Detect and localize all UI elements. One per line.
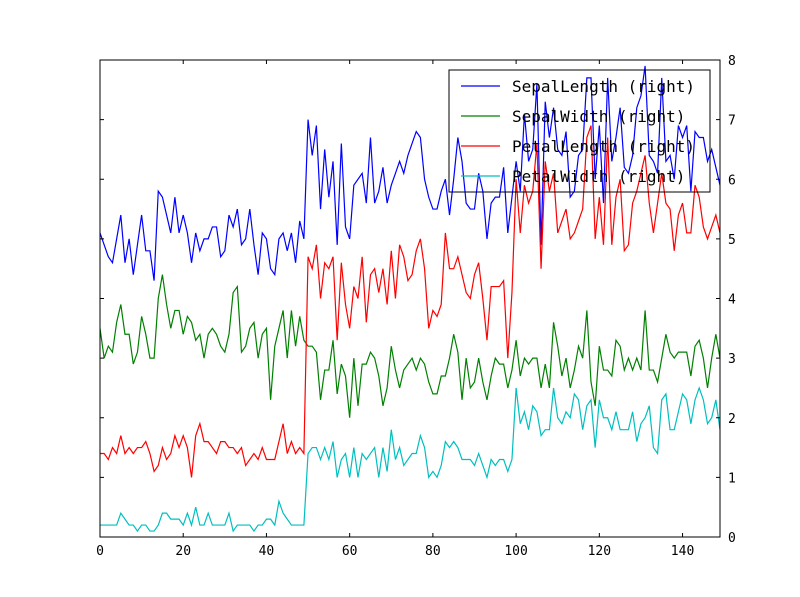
y-tick-label: 2	[728, 412, 736, 427]
legend-box	[448, 69, 711, 193]
y-tick-label: 0	[728, 531, 736, 546]
x-tick-label: 100	[504, 544, 527, 559]
x-tick-label: 60	[342, 544, 358, 559]
series-line-3	[100, 386, 720, 533]
x-tick-label: 80	[425, 544, 441, 559]
x-tick-label: 0	[96, 544, 104, 559]
legend: SepalLength (right) SepalWidth (right) Pet…	[448, 69, 711, 193]
axes-layer: 0 20 40 60 80 100 120 140 0 1 2 3 4 5 6 7 8	[96, 54, 736, 559]
y-tick-label: 6	[728, 173, 736, 188]
series-layer	[100, 65, 720, 533]
legend-label-1: SepalWidth (right)	[512, 107, 685, 126]
y-tick-label: 4	[728, 293, 736, 308]
legend-label-2: PetalLength (right)	[512, 137, 695, 156]
x-tick-label: 20	[175, 544, 191, 559]
y-tick-label: 1	[728, 471, 736, 486]
x-tick-label: 120	[588, 544, 611, 559]
x-tick-label: 40	[259, 544, 275, 559]
legend-label-3: PetalWidth (right)	[512, 167, 685, 186]
y-tick-label: 8	[728, 54, 736, 69]
legend-label-0: SepalLength (right)	[512, 77, 695, 96]
x-tick-label: 140	[671, 544, 694, 559]
y-tick-label: 5	[728, 233, 736, 248]
series-line-0	[100, 65, 720, 281]
series-line-1	[100, 274, 720, 418]
y-tick-label: 3	[728, 352, 736, 367]
series-line-2	[100, 125, 720, 478]
y-tick-label: 7	[728, 114, 736, 129]
